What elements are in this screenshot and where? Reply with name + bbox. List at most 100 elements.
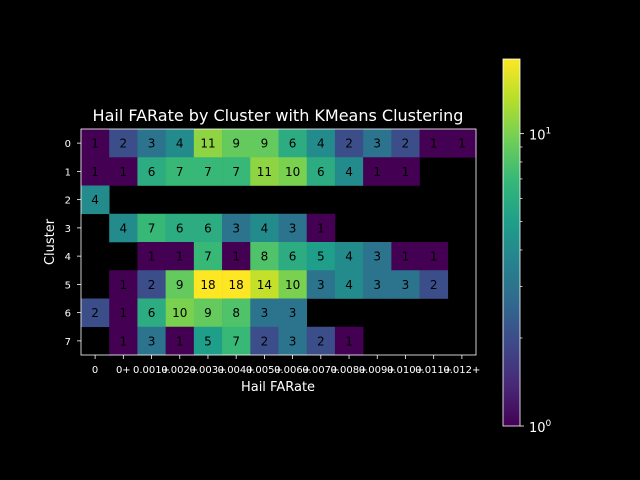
cell-value-label: 6: [317, 165, 325, 179]
cell-value-label: 6: [176, 221, 184, 235]
y-axis-label: Cluster: [43, 218, 58, 265]
cell-value-label: 10: [285, 278, 300, 292]
cell-value-label: 3: [232, 221, 240, 235]
chart-title: Hail FARate by Cluster with KMeans Clust…: [93, 106, 464, 125]
x-tick-label: 0.009+: [359, 365, 396, 376]
x-tick-label: 0.004+: [218, 365, 255, 376]
heatmap-cell: [278, 242, 308, 271]
cell-value-label: 9: [261, 137, 269, 151]
x-tick-label: 0.006+: [274, 365, 311, 376]
colorbar: [503, 59, 520, 426]
plot-frame: [80, 128, 477, 356]
cell-value-label: 2: [148, 278, 156, 292]
x-tick-label: 0.007+: [302, 365, 339, 376]
cell-value-label: 1: [430, 250, 438, 264]
cell-value-label: 8: [261, 250, 269, 264]
cell-value-label: 1: [120, 165, 128, 179]
cell-value-label: 3: [148, 334, 156, 348]
cell-value-label: 2: [120, 137, 128, 151]
y-tick-label: 3: [65, 224, 71, 235]
cell-value-label: 3: [373, 250, 381, 264]
heatmap-cell: [109, 213, 138, 243]
cell-value-label: 10: [172, 306, 187, 320]
heatmap-cell: [109, 157, 138, 186]
heatmap-cell: [81, 298, 110, 328]
heatmap-cell: [363, 129, 392, 158]
cell-value-label: 1: [176, 334, 184, 348]
heatmap-cell: [334, 129, 364, 158]
heatmap-cell: [137, 326, 166, 356]
heatmap-cell: [81, 129, 110, 158]
cell-value-label: 4: [317, 137, 325, 151]
x-tick-label: 0.001+: [133, 365, 170, 376]
cell-value-label: 6: [204, 221, 212, 235]
cell-value-label: 1: [120, 334, 128, 348]
cell-value-label: 1: [402, 250, 410, 264]
cell-value-label: 7: [176, 165, 184, 179]
cell-value-label: 1: [232, 250, 240, 264]
y-tick-label: 5: [65, 280, 71, 291]
heatmap-cell: [306, 270, 336, 299]
heatmap-cell: [250, 129, 279, 158]
cell-value-label: 3: [373, 278, 381, 292]
heatmap-cell: [278, 129, 308, 158]
cell-value-label: 4: [345, 278, 353, 292]
cell-value-label: 1: [402, 165, 410, 179]
heatmap-cell: [250, 157, 279, 186]
heatmap-cell: [222, 242, 251, 271]
x-tick-label: 0.002+: [161, 365, 198, 376]
heatmap-cell: [193, 242, 223, 271]
y-tick-label: 1: [65, 167, 71, 178]
cell-value-label: 3: [317, 278, 325, 292]
heatmap-cell: [334, 326, 364, 356]
y-tick-label: 2: [65, 196, 71, 207]
heatmap-cell: [334, 270, 364, 299]
y-tick-label: 0: [65, 139, 71, 150]
heatmap-cell: [109, 270, 138, 299]
heatmap-cell: [334, 157, 364, 186]
y-tick-label: 7: [65, 337, 71, 348]
x-tick-label: 0.011+: [415, 365, 452, 376]
cell-value-label: 3: [402, 278, 410, 292]
heatmap-cell: [306, 129, 336, 158]
heatmap-cell: [81, 185, 110, 215]
colorbar-frame: [502, 58, 521, 427]
heatmap-cell: [193, 129, 223, 158]
cell-value-label: 18: [200, 278, 215, 292]
heatmap-cell: [278, 298, 308, 328]
heatmap-cell: [419, 242, 449, 271]
cell-value-label: 3: [148, 137, 156, 151]
x-tick-label: 0.012+: [443, 365, 480, 376]
heatmap-cell: [193, 157, 223, 186]
heatmap-cell: [193, 270, 223, 299]
heatmap-cell: [250, 242, 279, 271]
heatmap-cell: [306, 326, 336, 356]
heatmap-cell: [222, 298, 251, 328]
cell-value-label: 6: [289, 137, 297, 151]
cell-value-label: 2: [91, 306, 99, 320]
cell-value-label: 7: [204, 165, 212, 179]
cell-value-label: 1: [373, 165, 381, 179]
heatmap-cell: [222, 326, 251, 356]
heatmap-cell: [391, 270, 420, 299]
heatmap-cell: [137, 157, 166, 186]
cell-value-label: 1: [91, 137, 99, 151]
x-tick-label: 0+: [116, 365, 131, 376]
cell-value-label: 6: [289, 250, 297, 264]
cell-value-label: 6: [148, 306, 156, 320]
x-tick-label: 0.005+: [246, 365, 283, 376]
x-tick-label: 0.008+: [331, 365, 368, 376]
cell-value-label: 1: [430, 137, 438, 151]
cell-value-label: 9: [204, 306, 212, 320]
x-tick-label: 0.003+: [189, 365, 226, 376]
heatmap-cell: [109, 298, 138, 328]
cell-value-label: 2: [402, 137, 410, 151]
heatmap-cell: [250, 270, 279, 299]
cell-value-label: 1: [345, 334, 353, 348]
heatmap-cell: [306, 157, 336, 186]
cell-value-label: 7: [148, 221, 156, 235]
cell-value-label: 2: [430, 278, 438, 292]
heatmap-cell: [109, 129, 138, 158]
heatmap-cell: [419, 129, 449, 158]
